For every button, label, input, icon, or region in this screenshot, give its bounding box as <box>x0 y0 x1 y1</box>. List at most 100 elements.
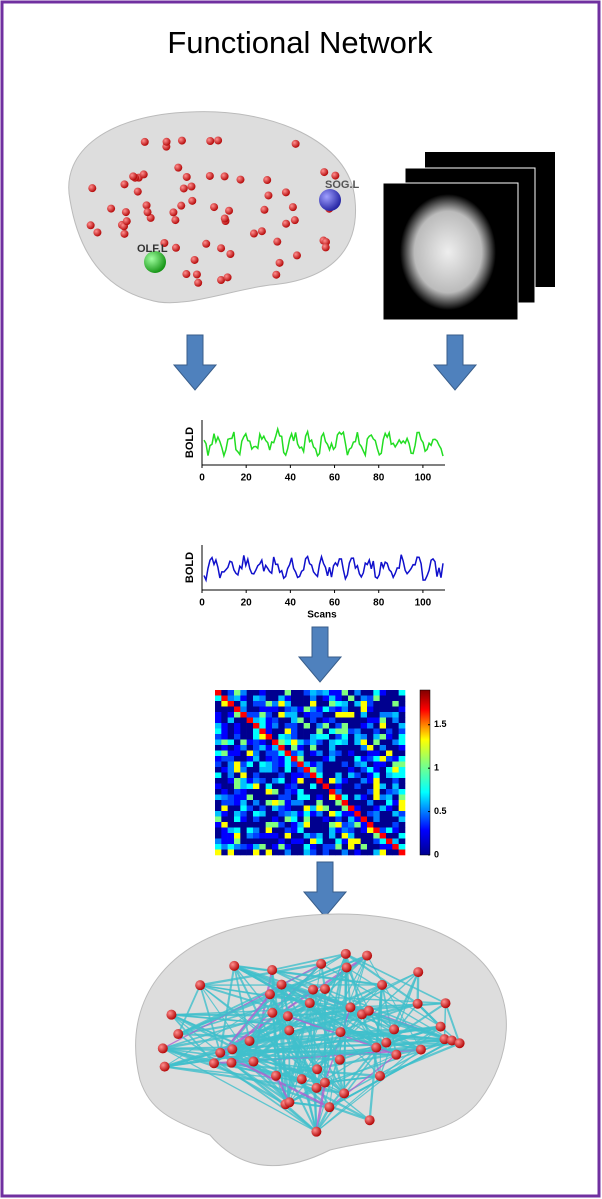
node <box>336 1027 346 1037</box>
matrix-cell <box>392 690 399 696</box>
matrix-cell <box>240 784 247 790</box>
matrix-cell <box>266 701 273 707</box>
matrix-cell <box>380 762 387 768</box>
matrix-cell <box>335 745 342 751</box>
matrix-cell <box>373 734 380 740</box>
matrix-cell <box>348 817 355 823</box>
matrix-cell <box>367 784 374 790</box>
matrix-cell <box>392 778 399 784</box>
matrix-cell <box>329 800 336 806</box>
matrix-cell <box>392 844 399 850</box>
matrix-cell <box>228 817 235 823</box>
matrix-cell <box>253 734 260 740</box>
matrix-cell <box>361 833 368 839</box>
matrix-cell <box>329 712 336 718</box>
matrix-cell <box>259 734 266 740</box>
matrix-cell <box>316 795 323 801</box>
matrix-cell <box>272 718 279 724</box>
matrix-cell <box>234 778 241 784</box>
matrix-cell <box>215 718 222 724</box>
matrix-cell <box>297 800 304 806</box>
matrix-cell <box>354 707 361 713</box>
matrix-cell <box>399 806 406 812</box>
matrix-cell <box>348 734 355 740</box>
node <box>389 1024 399 1034</box>
matrix-cell <box>247 778 254 784</box>
matrix-cell <box>323 718 330 724</box>
matrix-cell <box>335 778 342 784</box>
matrix-cell <box>215 822 222 828</box>
node <box>93 228 101 236</box>
matrix-cell <box>215 844 222 850</box>
matrix-cell <box>335 696 342 702</box>
matrix-cell <box>348 828 355 834</box>
arrow <box>304 862 346 917</box>
matrix-cell <box>253 817 260 823</box>
matrix-cell <box>253 800 260 806</box>
matrix-cell <box>361 850 368 856</box>
matrix-cell <box>266 756 273 762</box>
matrix-cell <box>285 756 292 762</box>
matrix-cell <box>310 800 317 806</box>
matrix-cell <box>304 844 311 850</box>
matrix-cell <box>291 734 298 740</box>
matrix-cell <box>348 789 355 795</box>
matrix-cell <box>297 789 304 795</box>
matrix-cell <box>259 762 266 768</box>
matrix-cell <box>399 822 406 828</box>
matrix-cell <box>253 707 260 713</box>
node <box>188 197 196 205</box>
matrix-cell <box>259 751 266 757</box>
y-label: BOLD <box>184 427 196 458</box>
matrix-cell <box>329 773 336 779</box>
matrix-cell <box>361 756 368 762</box>
matrix-cell <box>272 789 279 795</box>
matrix-cell <box>253 828 260 834</box>
matrix-cell <box>392 789 399 795</box>
matrix-cell <box>247 729 254 735</box>
node <box>316 959 326 969</box>
matrix-cell <box>228 751 235 757</box>
node <box>250 230 258 238</box>
matrix-cell <box>335 789 342 795</box>
node <box>180 184 188 192</box>
matrix-cell <box>367 773 374 779</box>
matrix-cell <box>240 800 247 806</box>
bold-signal <box>204 429 443 456</box>
matrix-cell <box>304 740 311 746</box>
matrix-cell <box>329 822 336 828</box>
node <box>174 164 182 172</box>
matrix-cell <box>373 811 380 817</box>
node <box>381 1038 391 1048</box>
matrix-cell <box>342 789 349 795</box>
matrix-cell <box>304 800 311 806</box>
matrix-cell <box>247 828 254 834</box>
matrix-cell <box>380 789 387 795</box>
matrix-cell <box>247 850 254 856</box>
matrix-cell <box>272 762 279 768</box>
matrix-cell <box>386 690 393 696</box>
matrix-cell <box>259 828 266 834</box>
matrix-cell <box>342 850 349 856</box>
matrix-cell <box>221 707 228 713</box>
matrix-cell <box>266 833 273 839</box>
matrix-cell <box>240 756 247 762</box>
matrix-cell <box>348 762 355 768</box>
matrix-cell <box>342 778 349 784</box>
matrix-cell <box>215 756 222 762</box>
matrix-cell <box>361 828 368 834</box>
matrix-cell <box>266 696 273 702</box>
matrix-cell <box>253 756 260 762</box>
matrix-cell <box>247 751 254 757</box>
node <box>173 1029 183 1039</box>
matrix-cell <box>392 756 399 762</box>
matrix-cell <box>316 740 323 746</box>
matrix-cell <box>310 806 317 812</box>
node <box>260 206 268 214</box>
matrix-cell <box>297 850 304 856</box>
matrix-cell <box>399 701 406 707</box>
matrix-cell <box>316 734 323 740</box>
matrix-cell <box>310 817 317 823</box>
arrow <box>434 335 476 390</box>
node <box>214 136 222 144</box>
